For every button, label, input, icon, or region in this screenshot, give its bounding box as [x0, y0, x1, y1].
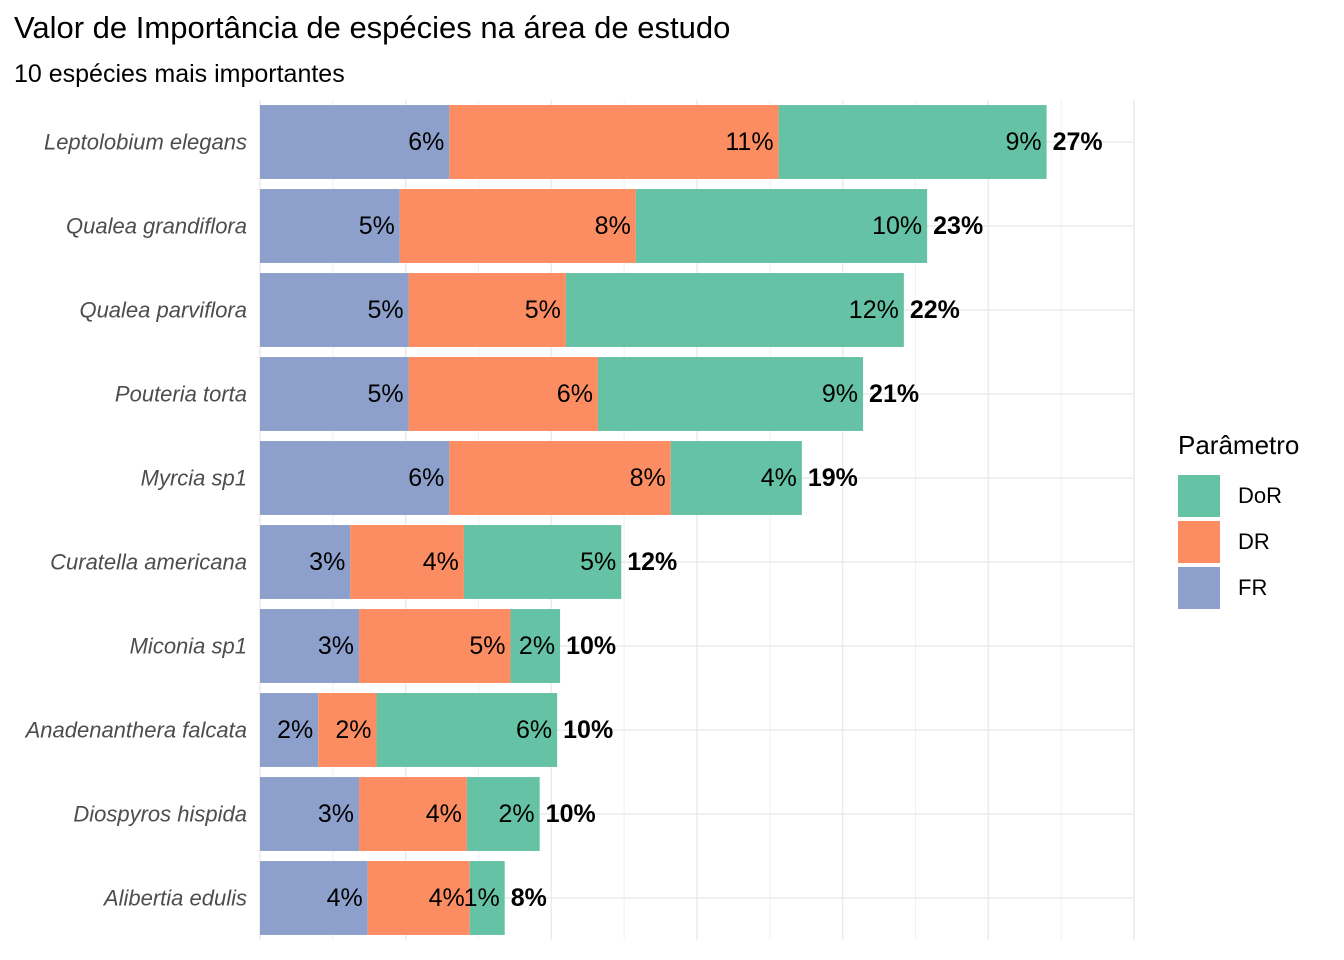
total-label: 21% — [869, 380, 919, 408]
data-label: 6% — [557, 380, 593, 408]
y-tick-label: Leptolobium elegans — [44, 130, 247, 155]
data-label: 6% — [516, 716, 552, 744]
bar-segment-fr — [260, 105, 450, 179]
legend-title: Parâmetro — [1178, 430, 1300, 460]
bar-segment-dr — [449, 441, 671, 515]
total-label: 8% — [511, 884, 547, 912]
legend-key-dr — [1178, 521, 1220, 563]
legend-item-dor: DoR — [1178, 473, 1299, 519]
bar-segment-dor — [510, 609, 561, 683]
bar-segment-fr — [260, 693, 319, 767]
data-label: 10% — [872, 212, 922, 240]
y-tick-label: Curatella americana — [50, 550, 247, 575]
total-label: 12% — [627, 548, 677, 576]
total-label: 19% — [808, 464, 858, 492]
bar-segment-fr — [260, 861, 368, 935]
data-label: 8% — [595, 212, 631, 240]
bar-segment-dor — [463, 525, 622, 599]
bar-segment-fr — [260, 777, 360, 851]
data-label: 2% — [277, 716, 313, 744]
bar-segment-dr — [408, 273, 566, 347]
bar-segment-dor — [466, 777, 540, 851]
legend-item-dr: DR — [1178, 519, 1299, 565]
chart-title: Valor de Importância de espécies na área… — [14, 10, 731, 45]
total-label: 27% — [1053, 128, 1103, 156]
y-tick-label: Pouteria torta — [115, 382, 247, 407]
data-label: 6% — [408, 464, 444, 492]
bar-segment-dr — [350, 525, 464, 599]
chart-subtitle: 10 espécies mais importantes — [14, 60, 345, 88]
bar-segment-fr — [260, 609, 360, 683]
bar-segment-fr — [260, 357, 409, 431]
bar-segment-dr — [359, 609, 511, 683]
bar-segment-fr — [260, 525, 351, 599]
labels: Leptolobium elegans 6% 11% 9% 27% Qualea gran… — [24, 128, 1103, 912]
y-tick-label: Miconia sp1 — [130, 634, 247, 659]
y-tick-label: Myrcia sp1 — [141, 466, 247, 491]
total-label: 23% — [933, 212, 983, 240]
bar-segment-dr — [318, 693, 377, 767]
y-tick-label: Anadenanthera falcata — [24, 718, 247, 743]
data-label: 9% — [822, 380, 858, 408]
data-label: 8% — [630, 464, 666, 492]
data-label: 4% — [426, 800, 462, 828]
data-label: 3% — [318, 800, 354, 828]
data-label: 11% — [725, 128, 773, 156]
data-label: 5% — [367, 380, 403, 408]
data-label: 3% — [318, 632, 354, 660]
legend-key-fr — [1178, 567, 1220, 609]
legend-item-fr: FR — [1178, 565, 1299, 611]
bar-segment-fr — [260, 273, 409, 347]
legend-key-dor — [1178, 475, 1220, 517]
bars — [260, 105, 1047, 935]
bar-segment-dor — [376, 693, 558, 767]
data-label: 4% — [429, 884, 465, 912]
data-label: 5% — [580, 548, 616, 576]
legend-label-dr: DR — [1238, 529, 1270, 554]
data-label: 1% — [464, 884, 500, 912]
bar-segment-dr — [408, 357, 598, 431]
legend-label-dor: DoR — [1238, 483, 1283, 508]
bar-segment-dor — [670, 441, 802, 515]
bar-segment-dor — [469, 861, 505, 935]
bar-segment-dr — [367, 861, 470, 935]
legend-label-fr: FR — [1238, 575, 1268, 600]
bar-segment-fr — [260, 189, 400, 263]
data-label: 6% — [408, 128, 444, 156]
bar-segment-dor — [778, 105, 1047, 179]
data-label: 12% — [849, 296, 899, 324]
total-label: 10% — [563, 716, 613, 744]
y-tick-label: Diospyros hispida — [73, 802, 247, 827]
total-label: 10% — [546, 800, 596, 828]
bar-segment-fr — [260, 441, 450, 515]
y-tick-label: Alibertia edulis — [102, 886, 247, 911]
y-tick-label: Qualea parviflora — [79, 298, 247, 323]
total-label: 10% — [566, 632, 616, 660]
bar-segment-dor — [597, 357, 864, 431]
data-label: 5% — [469, 632, 505, 660]
bar-segment-dr — [399, 189, 636, 263]
data-label: 9% — [1005, 128, 1041, 156]
data-label: 2% — [499, 800, 535, 828]
y-tick-label: Qualea grandiflora — [66, 214, 247, 239]
data-label: 3% — [309, 548, 345, 576]
data-label: 2% — [335, 716, 371, 744]
data-label: 4% — [327, 884, 363, 912]
bar-segment-dr — [359, 777, 467, 851]
data-label: 2% — [519, 632, 555, 660]
data-label: 5% — [525, 296, 561, 324]
data-label: 5% — [359, 212, 395, 240]
bar-segment-dr — [449, 105, 779, 179]
legend: Parâmetro DoR DR FR — [1178, 430, 1299, 611]
total-label: 22% — [910, 296, 960, 324]
data-label: 5% — [367, 296, 403, 324]
data-label: 4% — [761, 464, 797, 492]
bar-segment-dor — [635, 189, 928, 263]
bar-segment-dor — [565, 273, 904, 347]
data-label: 4% — [423, 548, 459, 576]
stacked-bar-chart: Leptolobium elegans 6% 11% 9% 27% Qualea gran… — [24, 100, 1135, 940]
